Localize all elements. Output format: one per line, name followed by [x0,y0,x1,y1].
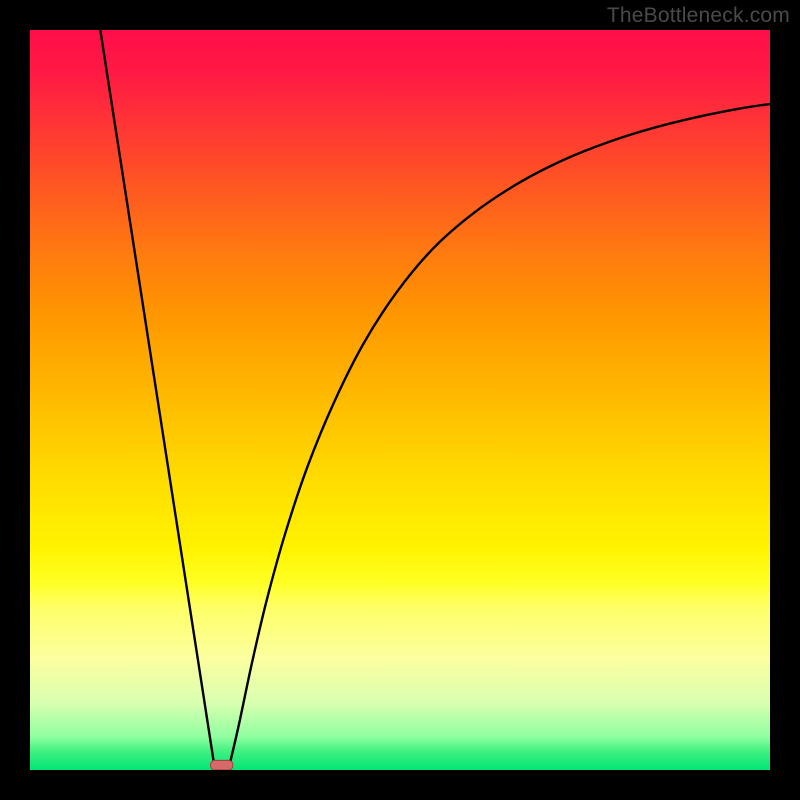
watermark-text: TheBottleneck.com [607,4,790,28]
plot-background-gradient [30,30,770,770]
bottleneck-chart [0,0,800,800]
optimum-marker [211,760,233,770]
chart-stage: TheBottleneck.com [0,0,800,800]
